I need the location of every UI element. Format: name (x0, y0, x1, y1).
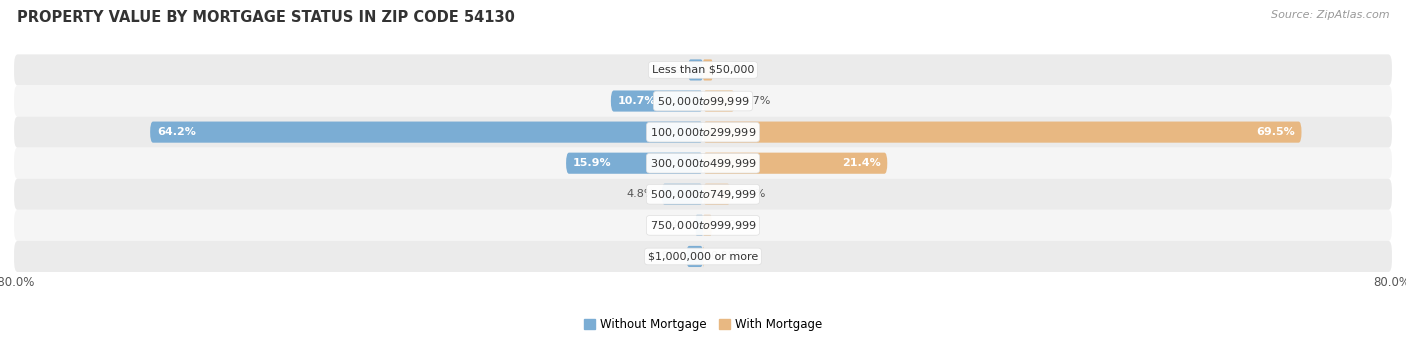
Legend: Without Mortgage, With Mortgage: Without Mortgage, With Mortgage (579, 313, 827, 336)
Text: 4.8%: 4.8% (626, 189, 655, 199)
Text: $100,000 to $299,999: $100,000 to $299,999 (650, 125, 756, 139)
FancyBboxPatch shape (150, 121, 703, 143)
Text: 69.5%: 69.5% (1256, 127, 1295, 137)
Text: 3.2%: 3.2% (738, 189, 766, 199)
Text: PROPERTY VALUE BY MORTGAGE STATUS IN ZIP CODE 54130: PROPERTY VALUE BY MORTGAGE STATUS IN ZIP… (17, 10, 515, 25)
Text: Less than $50,000: Less than $50,000 (652, 65, 754, 75)
FancyBboxPatch shape (696, 215, 703, 236)
Text: 1.0%: 1.0% (718, 220, 747, 231)
FancyBboxPatch shape (662, 184, 703, 205)
FancyBboxPatch shape (14, 210, 1392, 241)
Text: 21.4%: 21.4% (842, 158, 880, 168)
FancyBboxPatch shape (14, 148, 1392, 179)
FancyBboxPatch shape (703, 59, 713, 81)
FancyBboxPatch shape (14, 54, 1392, 85)
Text: 15.9%: 15.9% (574, 158, 612, 168)
Text: 0.08%: 0.08% (710, 252, 747, 261)
Text: $50,000 to $99,999: $50,000 to $99,999 (657, 95, 749, 107)
FancyBboxPatch shape (703, 184, 731, 205)
FancyBboxPatch shape (703, 153, 887, 174)
FancyBboxPatch shape (610, 90, 703, 112)
FancyBboxPatch shape (567, 153, 703, 174)
Text: 10.7%: 10.7% (617, 96, 657, 106)
FancyBboxPatch shape (703, 90, 735, 112)
FancyBboxPatch shape (14, 117, 1392, 148)
FancyBboxPatch shape (14, 241, 1392, 272)
Text: 3.7%: 3.7% (742, 96, 770, 106)
Text: $750,000 to $999,999: $750,000 to $999,999 (650, 219, 756, 232)
FancyBboxPatch shape (689, 59, 703, 81)
Text: $500,000 to $749,999: $500,000 to $749,999 (650, 188, 756, 201)
FancyBboxPatch shape (14, 85, 1392, 117)
Text: 64.2%: 64.2% (157, 127, 195, 137)
FancyBboxPatch shape (703, 215, 711, 236)
FancyBboxPatch shape (703, 121, 1302, 143)
Text: 0.84%: 0.84% (654, 220, 689, 231)
FancyBboxPatch shape (14, 179, 1392, 210)
Text: 1.9%: 1.9% (651, 252, 679, 261)
Text: $1,000,000 or more: $1,000,000 or more (648, 252, 758, 261)
Text: Source: ZipAtlas.com: Source: ZipAtlas.com (1271, 10, 1389, 20)
Text: 1.1%: 1.1% (720, 65, 748, 75)
FancyBboxPatch shape (686, 246, 703, 267)
Text: 1.7%: 1.7% (654, 65, 682, 75)
Text: $300,000 to $499,999: $300,000 to $499,999 (650, 157, 756, 170)
